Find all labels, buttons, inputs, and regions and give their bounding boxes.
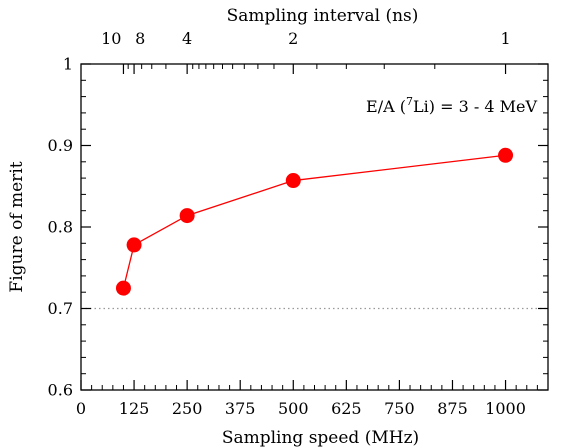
x-tick-label: 250 [172,399,203,418]
top-tick-label: 4 [182,29,192,48]
data-point [285,173,301,189]
y-tick-label: 0.8 [48,218,73,237]
annotation-superscript: 7 [406,95,413,108]
x-axis-title: Sampling speed (MHz) [222,428,419,447]
data-point [126,237,142,253]
x-tick-label: 500 [278,399,309,418]
annotation: E/A (7Li) = 3 - 4 MeV [366,95,537,116]
data-point [179,208,195,224]
top-tick-label: 2 [288,29,298,48]
y-tick-label: 0.9 [48,136,73,155]
x-tick-label: 1000 [485,399,526,418]
annotation-element: Li [413,97,429,116]
labels-layer: 0 125 250 375 500 625 750 875 1000 0.6 0.7 0.8 0.9 1 1… [48,29,526,418]
ticks-layer [80,63,548,391]
top-tick-label: 1 [500,29,510,48]
series-line [122,154,506,289]
x-tick-label: 750 [384,399,415,418]
x-tick-label: 375 [225,399,256,418]
x-tick-label: 125 [119,399,150,418]
top-tick-label: 8 [135,29,145,48]
top-tick-label: 10 [101,29,121,48]
annotation-suffix: ) = 3 - 4 MeV [429,97,538,116]
data-point [115,280,131,296]
y-tick-label: 0.7 [48,299,73,318]
series-layer [115,147,514,296]
x-tick-label: 625 [331,399,362,418]
annotation-prefix: E/A ( [366,97,406,116]
top-axis-title: Sampling interval (ns) [227,6,419,26]
y-tick-label: 1 [63,55,73,74]
x-tick-label: 0 [76,399,86,418]
y-axis-title: Figure of merit [7,161,27,292]
data-point [498,147,514,163]
y-tick-label: 0.6 [48,381,73,400]
x-tick-label: 875 [437,399,468,418]
